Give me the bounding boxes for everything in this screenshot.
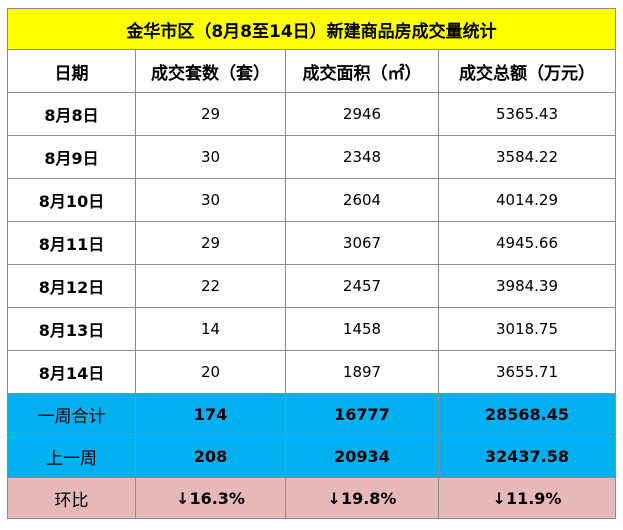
cell-date: 8月13日 [7, 307, 136, 351]
week-total-row: 一周合计 174 16777 28568.45 [7, 393, 617, 436]
last-week-row: 上一周 208 20934 32437.58 [7, 435, 617, 478]
change-amount: ↓11.9% [437, 477, 617, 519]
cell-date: 8月12日 [7, 264, 136, 308]
stats-table-container: 金华市区（8月8至14日）新建商品房成交量统计 日期 成交套数（套） 成交面积（… [6, 8, 617, 519]
last-week-area: 20934 [285, 435, 439, 478]
cell-units: 20 [135, 350, 286, 394]
cell-amount: 3584.22 [437, 135, 617, 179]
cell-area: 2604 [285, 178, 439, 222]
cell-amount: 3018.75 [437, 307, 617, 351]
table-row: 8月11日 29 3067 4945.66 [7, 221, 617, 265]
cell-amount: 5365.43 [437, 92, 617, 136]
week-total-units: 174 [135, 393, 286, 436]
last-week-amount: 32437.58 [437, 435, 617, 478]
header-date: 日期 [7, 49, 136, 93]
cell-date: 8月9日 [7, 135, 136, 179]
change-row: 环比 ↓16.3% ↓19.8% ↓11.9% [7, 477, 617, 519]
week-total-area: 16777 [285, 393, 439, 436]
header-row: 日期 成交套数（套） 成交面积（㎡） 成交总额（万元） [7, 49, 617, 93]
cell-date: 8月8日 [7, 92, 136, 136]
header-area: 成交面积（㎡） [285, 49, 439, 93]
cell-units: 30 [135, 135, 286, 179]
cell-amount: 3655.71 [437, 350, 617, 394]
cell-amount: 4014.29 [437, 178, 617, 222]
header-units: 成交套数（套） [135, 49, 286, 93]
cell-area: 3067 [285, 221, 439, 265]
cell-units: 29 [135, 92, 286, 136]
table-title: 金华市区（8月8至14日）新建商品房成交量统计 [6, 8, 617, 50]
change-units: ↓16.3% [135, 477, 286, 519]
cell-date: 8月14日 [7, 350, 136, 394]
cell-date: 8月10日 [7, 178, 136, 222]
cell-amount: 3984.39 [437, 264, 617, 308]
change-area: ↓19.8% [285, 477, 439, 519]
week-total-amount: 28568.45 [437, 393, 617, 436]
cell-area: 1458 [285, 307, 439, 351]
cell-area: 2457 [285, 264, 439, 308]
table-row: 8月9日 30 2348 3584.22 [7, 135, 617, 179]
cell-amount: 4945.66 [437, 221, 617, 265]
cell-units: 14 [135, 307, 286, 351]
cell-units: 22 [135, 264, 286, 308]
table-row: 8月10日 30 2604 4014.29 [7, 178, 617, 222]
change-label: 环比 [7, 477, 136, 519]
header-amount: 成交总额（万元） [437, 49, 617, 93]
sales-stats-table: 金华市区（8月8至14日）新建商品房成交量统计 日期 成交套数（套） 成交面积（… [6, 8, 617, 519]
cell-units: 30 [135, 178, 286, 222]
table-row: 8月14日 20 1897 3655.71 [7, 350, 617, 394]
table-row: 8月13日 14 1458 3018.75 [7, 307, 617, 351]
cell-area: 2348 [285, 135, 439, 179]
cell-date: 8月11日 [7, 221, 136, 265]
table-row: 8月12日 22 2457 3984.39 [7, 264, 617, 308]
last-week-label: 上一周 [7, 435, 136, 478]
cell-units: 29 [135, 221, 286, 265]
table-row: 8月8日 29 2946 5365.43 [7, 92, 617, 136]
cell-area: 1897 [285, 350, 439, 394]
title-row: 金华市区（8月8至14日）新建商品房成交量统计 [6, 8, 617, 50]
cell-area: 2946 [285, 92, 439, 136]
week-total-label: 一周合计 [7, 393, 136, 436]
last-week-units: 208 [135, 435, 286, 478]
